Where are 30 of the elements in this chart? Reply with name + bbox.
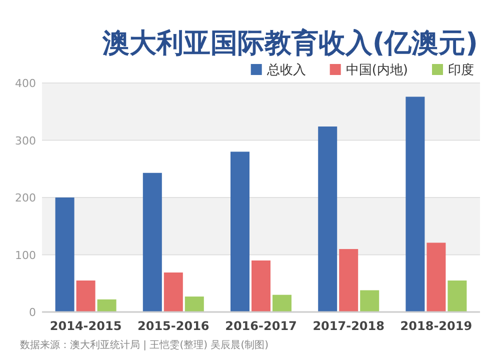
- y-tick-label: 300: [15, 134, 36, 148]
- bar: [164, 272, 183, 312]
- legend-label: 中国(内地): [346, 63, 408, 78]
- bar: [272, 294, 292, 312]
- source-note: 数据来源：澳大利亚统计局 | 王恺雯(整理) 吴辰晨(制图): [20, 339, 269, 351]
- bar: [426, 242, 446, 312]
- x-tick-label: 2015-2016: [138, 319, 210, 333]
- x-tick-label: 2018-2019: [400, 319, 472, 333]
- y-tick-label: 100: [15, 248, 36, 262]
- bar: [55, 198, 74, 312]
- bar: [360, 290, 380, 312]
- bar: [142, 172, 162, 312]
- bar: [318, 126, 338, 312]
- y-tick-label: 400: [15, 77, 36, 90]
- y-tick-label: 200: [15, 192, 36, 204]
- chart-title: 澳大利亚国际教育收入(亿澳元): [101, 28, 478, 59]
- bar: [97, 299, 116, 312]
- x-tick-label: 2017-2018: [312, 319, 384, 333]
- bar: [252, 260, 270, 312]
- bar: [184, 296, 204, 312]
- bar: [76, 280, 96, 312]
- bar: [406, 96, 425, 312]
- y-tick-label: 0: [29, 306, 36, 319]
- x-tick-label: 2014-2015: [50, 319, 122, 333]
- bar: [230, 152, 250, 312]
- x-tick-label: 2016-2017: [225, 319, 297, 333]
- bar: [339, 249, 358, 312]
- legend-label: 印度: [448, 62, 474, 78]
- legend-label: 总收入: [266, 63, 306, 78]
- bar: [448, 280, 467, 312]
